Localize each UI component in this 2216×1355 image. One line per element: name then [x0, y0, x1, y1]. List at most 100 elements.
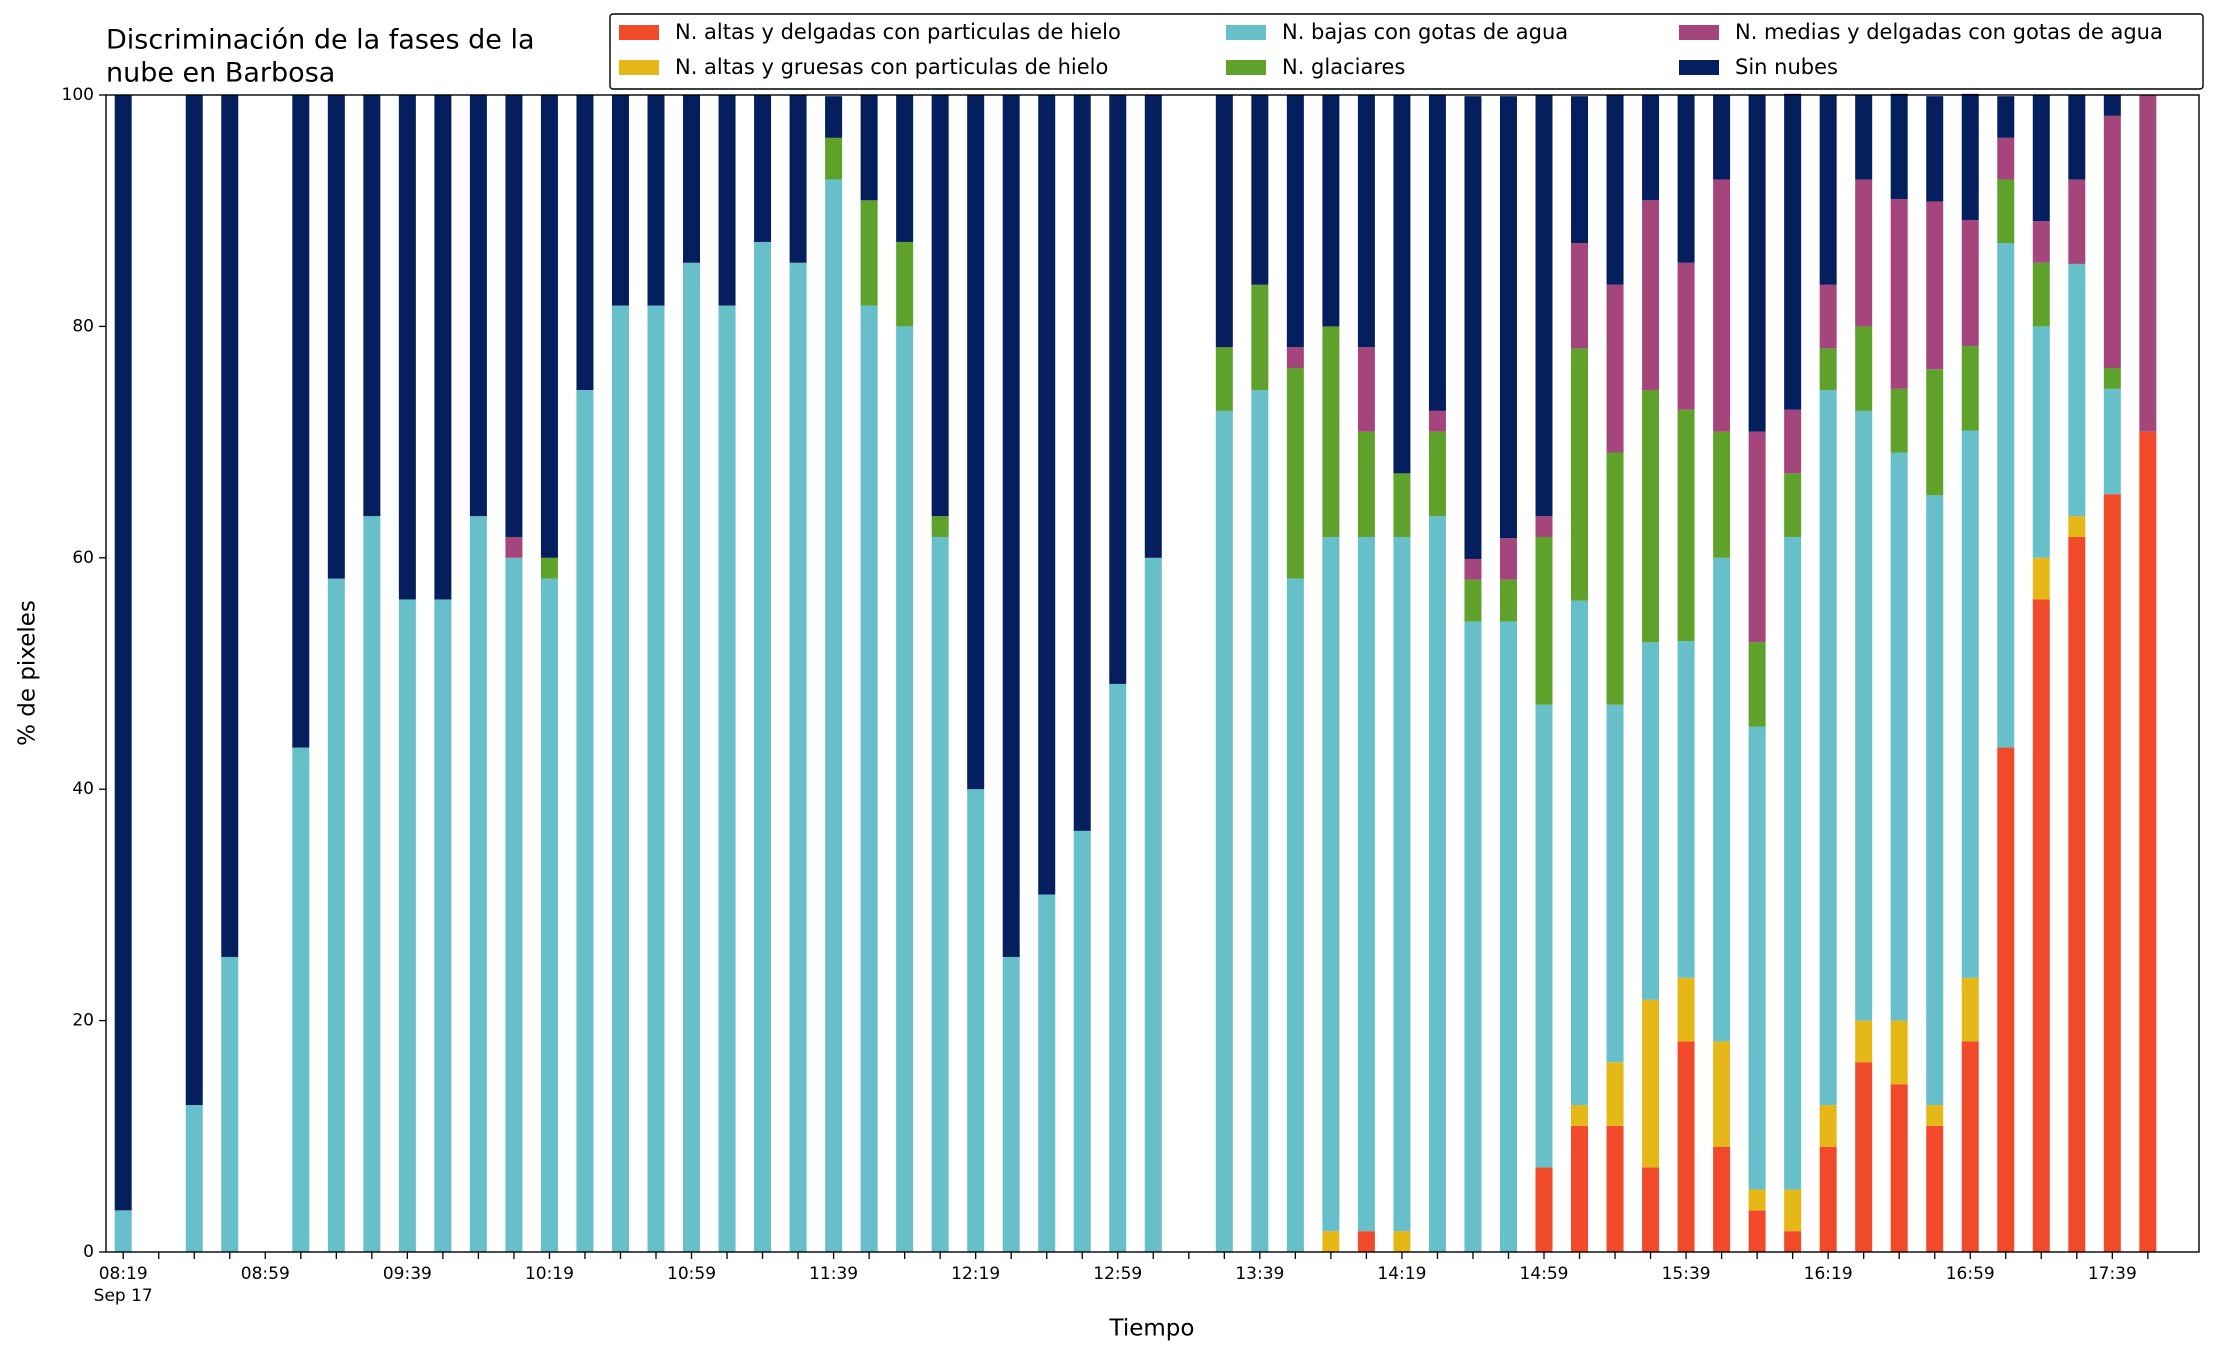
bar-segment — [1428, 516, 1446, 1252]
bar-segment — [1499, 96, 1517, 539]
bar-segment — [611, 305, 629, 1253]
bar-segment — [1890, 199, 1908, 389]
bar-segment — [1855, 179, 1873, 327]
bar-segment — [1748, 1210, 1766, 1252]
bar-segment — [1677, 409, 1695, 642]
bar-segment — [327, 578, 345, 1252]
x-tick-label: 15:39 — [1662, 1264, 1711, 1284]
bar-segment — [1784, 473, 1802, 537]
legend-box — [609, 13, 2204, 90]
bar-segment — [860, 200, 878, 306]
bar-segment — [1677, 262, 1695, 410]
bar-segment — [1535, 95, 1553, 517]
bar-segment — [1606, 704, 1624, 1063]
bar-segment — [327, 95, 345, 579]
bar-segment — [1642, 999, 1660, 1168]
bar-segment — [2139, 431, 2157, 1252]
bar-segment — [683, 95, 701, 263]
bar-segment — [2139, 95, 2157, 432]
legend-label: N. bajas con gotas de agua — [1282, 20, 1568, 44]
bar-segment — [2032, 95, 2050, 222]
bar-segment — [1784, 409, 1802, 474]
bar-segment — [1642, 1167, 1660, 1252]
bar-segment — [1073, 830, 1091, 1252]
bar-segment — [896, 326, 914, 1252]
bar-segment — [1357, 536, 1375, 1232]
bar-segment — [1997, 96, 2015, 138]
bar-segment — [1535, 704, 1553, 1168]
bar-segment — [2103, 368, 2121, 389]
bar-segment — [2068, 263, 2086, 517]
bar-segment — [1819, 1105, 1837, 1147]
bar-segment — [505, 95, 523, 537]
bar-segment — [1642, 200, 1660, 391]
bar-segment — [434, 599, 452, 1252]
bar-segment — [1677, 1041, 1695, 1252]
bar-segment — [221, 956, 239, 1252]
bar-segment — [2032, 557, 2050, 600]
x-date-label: Sep 17 — [94, 1286, 153, 1306]
bar-segment — [1251, 284, 1269, 391]
bar-segment — [860, 95, 878, 201]
bar-segment — [1571, 348, 1589, 601]
legend-swatch — [1226, 60, 1266, 75]
bar-segment — [505, 536, 523, 558]
bar-segment — [1038, 95, 1056, 895]
bar-segment — [896, 95, 914, 242]
x-tick-label: 10:59 — [667, 1264, 716, 1284]
bar-segment — [1926, 495, 1944, 1106]
bar-segment — [363, 95, 381, 517]
bar-segment — [1606, 284, 1624, 453]
bar-segment — [1748, 726, 1766, 1190]
bar-segment — [576, 95, 594, 391]
bar-segment — [1642, 390, 1660, 643]
x-tick-label: 10:19 — [525, 1264, 574, 1284]
bar-segment — [1464, 558, 1482, 580]
bar-segment — [1464, 96, 1482, 559]
chart-title: nube en Barbosa — [106, 58, 335, 89]
bar-segment — [1748, 431, 1766, 643]
bar-segment — [1642, 642, 1660, 1000]
bar-segment — [469, 516, 487, 1252]
bar-segment — [1997, 747, 2015, 1252]
bar-segment — [1677, 95, 1695, 263]
bar-segment — [1393, 536, 1411, 1232]
bar-segment — [683, 262, 701, 1252]
bar-segment — [2032, 599, 2050, 1252]
legend-swatch — [1679, 25, 1719, 40]
bar-segment — [1393, 1231, 1411, 1252]
bar-segment — [1855, 1020, 1873, 1063]
bar-segment — [1251, 95, 1269, 285]
legend-label: N. altas y delgadas con particulas de hi… — [675, 20, 1121, 44]
chart-title: Discriminación de la fases de la — [106, 25, 535, 56]
bar-segment — [1144, 557, 1162, 1252]
bar-segment — [1357, 95, 1375, 348]
bar-segment — [1428, 410, 1446, 432]
bar-segment — [1890, 93, 1908, 200]
bar-segment — [114, 1210, 132, 1252]
bar-segment — [1890, 1084, 1908, 1252]
bar-segment — [398, 95, 416, 600]
bar-segment — [860, 305, 878, 1253]
bar-segment — [1855, 410, 1873, 1021]
bar-segment — [1428, 431, 1446, 517]
bar-segment — [2068, 179, 2086, 264]
bar-segment — [931, 516, 949, 537]
bar-segment — [718, 95, 736, 306]
x-tick-label: 09:39 — [383, 1264, 432, 1284]
bar-segment — [1606, 452, 1624, 705]
bar-segment — [1748, 642, 1766, 727]
bar-segment — [2032, 262, 2050, 327]
x-tick-label: 12:19 — [951, 1264, 1000, 1284]
bar-segment — [1713, 431, 1731, 558]
bar-segment — [1215, 347, 1233, 411]
bar-segment — [2032, 221, 2050, 263]
bar-segment — [2068, 95, 2086, 180]
x-tick-label: 17:39 — [2088, 1264, 2137, 1284]
bar-segment — [1002, 956, 1020, 1252]
bar-segment — [1961, 346, 1979, 431]
bar-segment — [540, 95, 558, 558]
bar-segment — [1144, 95, 1162, 558]
y-tick-label: 60 — [72, 548, 94, 568]
bar-segment — [2032, 326, 2050, 558]
